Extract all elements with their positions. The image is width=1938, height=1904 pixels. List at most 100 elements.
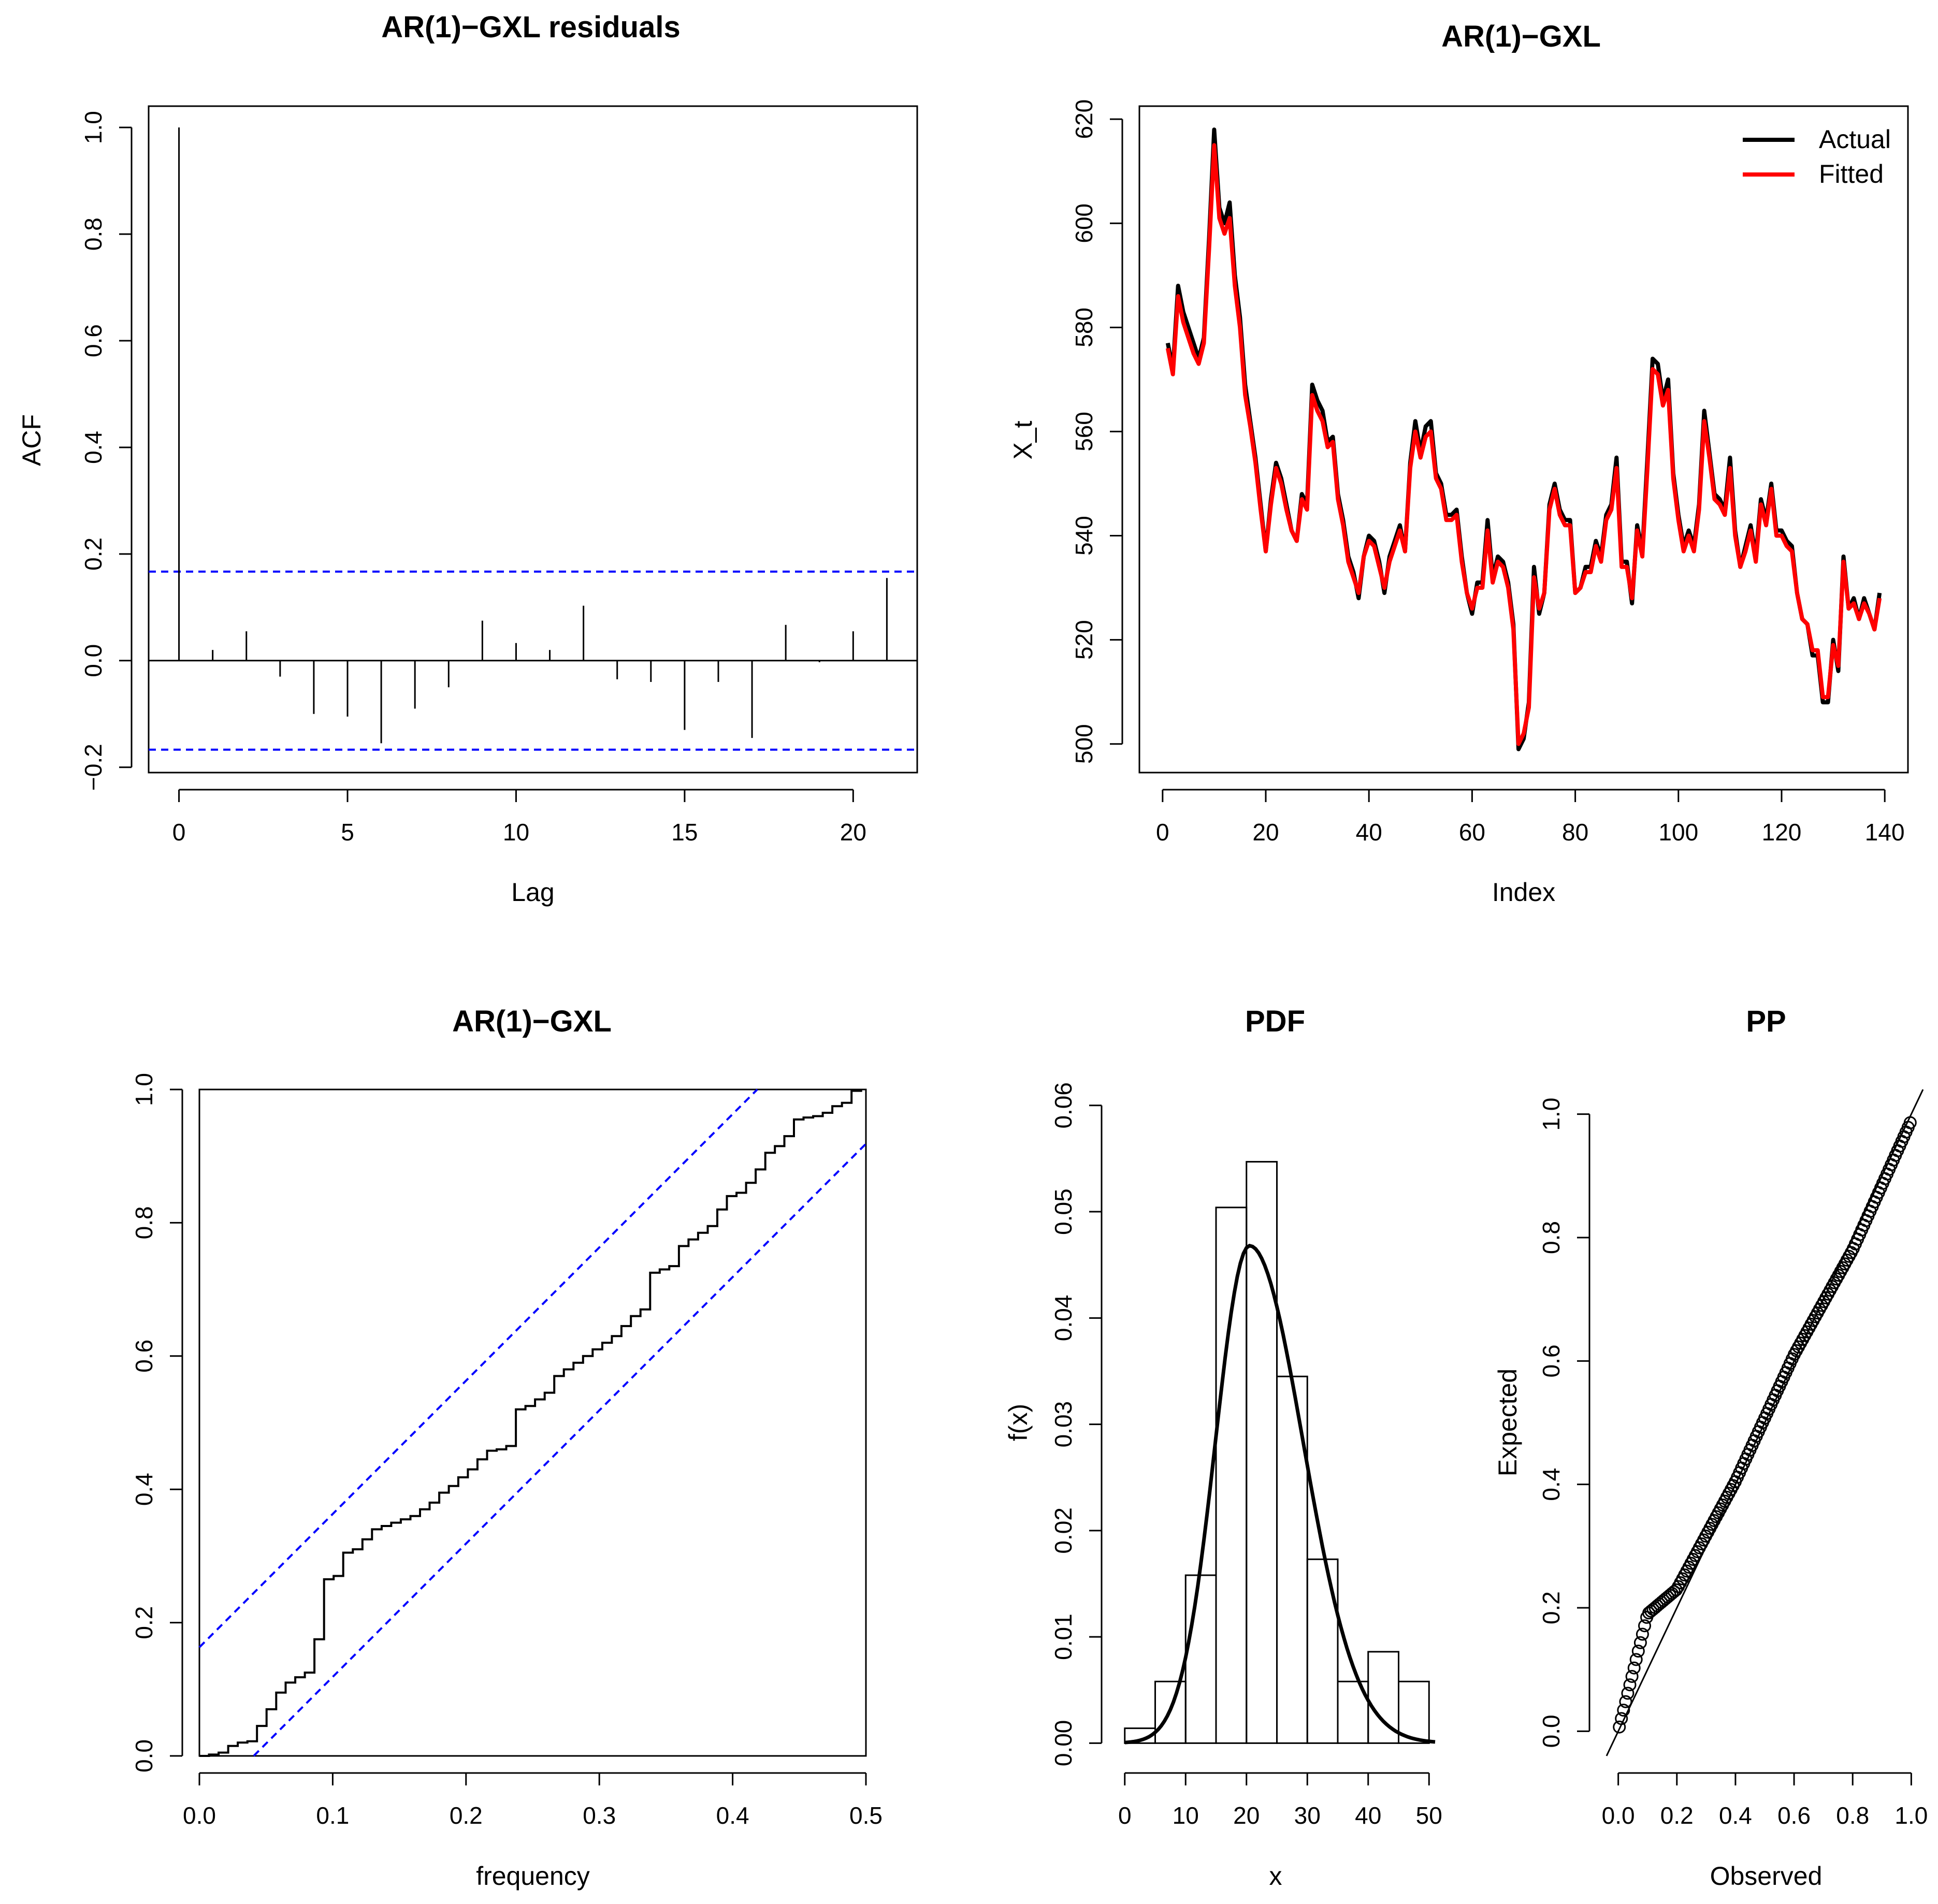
series-y-tick-label: 620 [1071, 99, 1097, 139]
cpgram-x-tick-label: 0.5 [849, 1802, 883, 1829]
series-x-tick-label: 20 [1252, 819, 1279, 846]
pp-point [1629, 1653, 1643, 1666]
series-y-tick-label: 520 [1071, 620, 1097, 660]
series-x-tick-label: 140 [1865, 819, 1905, 846]
pp-x-tick-label: 1.0 [1894, 1802, 1928, 1829]
pdf-ylabel: f(x) [1004, 1404, 1033, 1441]
pp-point [1636, 1627, 1649, 1641]
series-y-tick-label: 580 [1071, 308, 1097, 347]
pp-y-tick-label: 0.8 [1538, 1221, 1565, 1254]
cpgram-lower-bound [253, 1143, 867, 1757]
acf-x-tick-label: 5 [341, 819, 354, 846]
series-panel: AR(1)−GXL 0 20 40 60 80 100 120 140 500 520 540 560… [1008, 20, 1909, 907]
series-y-tick-label: 600 [1071, 204, 1097, 243]
cpgram-x-tick-label: 0.4 [716, 1802, 749, 1829]
acf-x-tick-label: 15 [671, 819, 698, 846]
series-x-tick-label: 60 [1459, 819, 1485, 846]
pdf-histogram-bar [1398, 1680, 1430, 1744]
pp-point [1617, 1704, 1630, 1717]
cpgram-title: AR(1)−GXL [452, 1005, 612, 1038]
pdf-y-tick-label: 0.00 [1050, 1720, 1077, 1767]
pdf-x-tick-label: 40 [1355, 1802, 1381, 1829]
pp-y-tick-label: 1.0 [1538, 1098, 1565, 1131]
pp-point [1623, 1678, 1637, 1692]
cpgram-plot-area: 0.0 0.1 0.2 0.3 0.4 0.5 0.0 0.2 0.4 0.6 0.8 1.0 [131, 1073, 883, 1829]
cpgram-xlabel: frequency [476, 1862, 590, 1891]
acf-y-tick-label: −0.2 [80, 744, 107, 791]
cpgram-y-tick-label: 0.6 [131, 1340, 157, 1373]
pp-point [1619, 1695, 1632, 1708]
cpgram-x-tick-label: 0.3 [583, 1802, 616, 1829]
pp-x-tick-label: 0.8 [1836, 1802, 1869, 1829]
pp-point [1903, 1116, 1917, 1129]
pdf-y-tick-label: 0.04 [1050, 1295, 1077, 1342]
cpgram-upper-bound [198, 1088, 758, 1648]
pdf-histogram-bar [1215, 1207, 1248, 1744]
series-title: AR(1)−GXL [1441, 20, 1601, 53]
pdf-density-curve [1124, 1243, 1436, 1745]
acf-x-tick-label: 20 [840, 819, 866, 846]
cpgram-x-tick-label: 0.2 [450, 1802, 483, 1829]
series-plot-frame [1138, 105, 1909, 774]
pdf-histogram-bar [1184, 1574, 1217, 1744]
pp-point [1615, 1712, 1628, 1725]
pdf-histogram-bar [1306, 1558, 1339, 1744]
pp-point [1633, 1636, 1647, 1649]
pp-point [1627, 1661, 1641, 1675]
pdf-y-tick-label: 0.01 [1050, 1614, 1077, 1660]
pp-x-tick-label: 0.0 [1602, 1802, 1635, 1829]
series-xlabel: Index [1492, 878, 1555, 907]
pdf-x-tick-label: 10 [1173, 1802, 1199, 1829]
pp-point [1625, 1670, 1639, 1683]
acf-y-tick-label: 0.8 [80, 217, 107, 251]
legend-actual-label: Actual [1819, 125, 1891, 154]
series-x-tick-label: 0 [1156, 819, 1169, 846]
pdf-x-tick-label: 50 [1416, 1802, 1442, 1829]
acf-y-tick-label: 1.0 [80, 111, 107, 144]
pdf-x-tick-label: 30 [1294, 1802, 1321, 1829]
cpgram-panel: AR(1)−GXL 0.0 0.1 0.2 0.3 0.4 0.5 0.0 0.2 0.4 0.6… [131, 1005, 883, 1891]
series-ylabel: X_t [1008, 420, 1037, 459]
series-y-tick-label: 540 [1071, 516, 1097, 556]
acf-plot-area: 0 5 10 15 20 −0.2 0.0 0.2 0.4 0.6 0.8 1.0 [80, 111, 917, 846]
pdf-plot-area: 0 10 20 30 40 50 0.00 0.01 0.02 0.03 0.04 0.05 0.06 [1050, 1082, 1442, 1829]
series-legend: Actual Fitted [1743, 125, 1891, 188]
pdf-histogram-bar [1246, 1161, 1278, 1744]
pdf-panel: PDF 0 10 20 30 40 500.000.010.020.030.040.050… [1004, 1005, 1442, 1891]
acf-title: AR(1)−GXL residuals [381, 10, 681, 44]
pp-title: PP [1746, 1005, 1786, 1038]
acf-x-tick-label: 0 [172, 819, 186, 846]
acf-ylabel: ACF [17, 414, 46, 466]
cpgram-y-tick-label: 0.0 [131, 1739, 157, 1772]
pp-y-tick-label: 0.6 [1538, 1344, 1565, 1377]
pp-panel: PP 0.0 0.2 0.4 0.6 0.8 1.00.00.20.40.60.81.0 … [1493, 1005, 1928, 1891]
cpgram-x-tick-label: 0.0 [183, 1802, 216, 1829]
pp-point [1621, 1687, 1635, 1700]
acf-plot-frame [148, 105, 918, 774]
pdf-y-tick-label: 0.06 [1050, 1082, 1077, 1129]
pp-y-tick-label: 0.2 [1538, 1591, 1565, 1624]
pp-point [1631, 1645, 1645, 1658]
pdf-title: PDF [1245, 1005, 1305, 1038]
cpgram-y-tick-label: 0.4 [131, 1473, 157, 1506]
pp-x-tick-label: 0.2 [1660, 1802, 1694, 1829]
pp-point [1638, 1619, 1651, 1633]
pp-x-tick-label: 0.4 [1719, 1802, 1752, 1829]
pp-plot-area: 0.0 0.2 0.4 0.6 0.8 1.0 0.0 0.2 0.4 0.6 0.8 1.0 [1538, 1089, 1928, 1829]
pp-xlabel: Observed [1710, 1862, 1823, 1891]
series-x-tick-label: 100 [1658, 819, 1698, 846]
pp-point [1613, 1720, 1626, 1734]
pdf-y-tick-label: 0.05 [1050, 1188, 1077, 1235]
acf-y-tick-label: 0.2 [80, 537, 107, 571]
pp-y-tick-label: 0.0 [1538, 1714, 1565, 1748]
cpgram-plot-frame [198, 1088, 867, 1757]
pdf-y-tick-label: 0.02 [1050, 1507, 1077, 1554]
acf-xlabel: Lag [511, 878, 554, 907]
pp-point [1670, 1583, 1683, 1596]
pdf-xlabel: x [1269, 1862, 1282, 1891]
cpgram-y-tick-label: 0.8 [131, 1206, 157, 1239]
series-line-actual [1165, 127, 1882, 751]
pdf-y-tick-label: 0.03 [1050, 1401, 1077, 1448]
series-x-tick-label: 80 [1562, 819, 1588, 846]
